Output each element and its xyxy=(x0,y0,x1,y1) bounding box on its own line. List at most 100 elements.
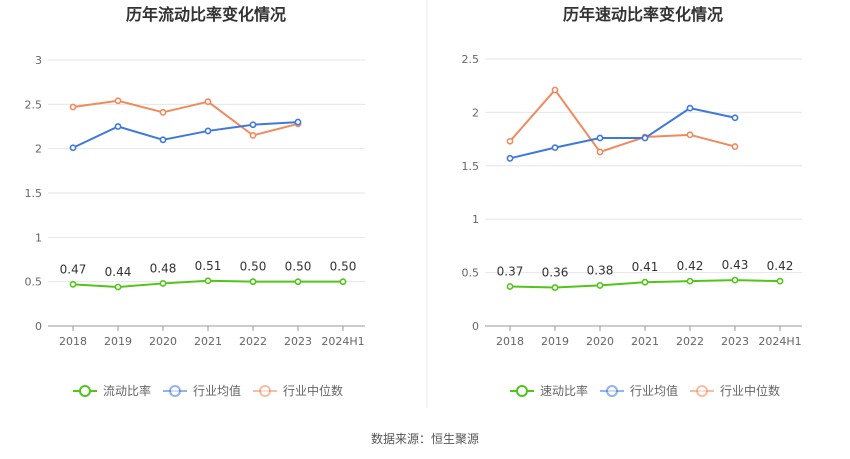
y-tick-label: 1 xyxy=(35,231,42,244)
data-label: 0.36 xyxy=(542,266,569,280)
data-label: 0.47 xyxy=(60,262,87,276)
legend-swatch-marker xyxy=(259,385,271,397)
x-tick-label: 2021 xyxy=(194,335,222,348)
data-point-industry_median xyxy=(686,131,694,139)
legend-swatch-marker xyxy=(79,385,91,397)
y-tick-label: 3 xyxy=(35,54,42,67)
legend-label: 行业中位数 xyxy=(720,383,780,398)
data-point-industry_avg xyxy=(551,144,559,152)
y-tick-label: 0 xyxy=(472,320,479,333)
data-point-industry_median xyxy=(551,86,559,94)
x-tick-label: 2019 xyxy=(104,335,132,348)
data-point-company xyxy=(249,278,257,286)
data-label: 0.51 xyxy=(195,259,222,273)
data-point-company xyxy=(159,280,167,287)
y-tick-label: 0 xyxy=(35,320,42,333)
data-label: 0.50 xyxy=(285,260,312,274)
legend-label: 行业均值 xyxy=(193,383,241,398)
x-tick-label: 2018 xyxy=(59,335,87,348)
series-line-industry_avg xyxy=(509,107,736,160)
y-tick-label: 0.5 xyxy=(462,267,480,280)
data-label: 0.48 xyxy=(150,261,177,275)
data-point-industry_avg xyxy=(114,123,122,130)
data-point-industry_avg xyxy=(506,154,514,162)
legend-swatch-marker xyxy=(696,385,708,397)
x-tick-label: 2022 xyxy=(239,335,267,348)
legend-swatch-marker xyxy=(169,385,181,397)
data-label: 0.37 xyxy=(497,264,524,278)
data-label: 0.38 xyxy=(587,263,614,277)
y-tick-label: 0.5 xyxy=(25,276,43,289)
x-tick-label: 2020 xyxy=(149,335,177,348)
y-tick-label: 2 xyxy=(472,106,479,119)
data-label: 0.50 xyxy=(240,260,267,274)
legend-item-industry_avg: 行业均值 xyxy=(163,383,241,398)
legend-label: 流动比率 xyxy=(103,383,151,398)
data-point-industry_avg xyxy=(641,134,649,142)
data-point-company xyxy=(339,278,347,286)
data-point-company xyxy=(114,283,122,291)
data-point-company xyxy=(551,284,559,291)
legend-item-industry_avg: 行业均值 xyxy=(600,383,678,398)
y-tick-label: 1.5 xyxy=(25,187,43,200)
legend-item-industry_median: 行业中位数 xyxy=(690,383,780,398)
data-point-industry_median xyxy=(69,103,77,111)
y-tick-label: 2 xyxy=(35,143,42,156)
legend-item-company: 速动比率 xyxy=(510,383,588,398)
x-tick-label: 2023 xyxy=(721,335,749,348)
legend-item-company: 流动比率 xyxy=(73,383,151,398)
data-point-industry_median xyxy=(596,148,604,156)
data-label: 0.41 xyxy=(632,260,659,274)
chart-title: 历年速动比率变化情况 xyxy=(563,5,723,24)
y-tick-label: 1 xyxy=(472,213,479,226)
x-tick-label: 2019 xyxy=(541,335,569,348)
y-tick-label: 1.5 xyxy=(462,160,480,173)
data-point-industry_median xyxy=(114,97,122,105)
legend-label: 行业均值 xyxy=(630,383,678,398)
data-point-company xyxy=(641,278,649,286)
chart-title: 历年流动比率变化情况 xyxy=(126,5,286,24)
data-source-note: 数据来源：恒生聚源 xyxy=(371,431,479,446)
data-point-company xyxy=(731,276,739,284)
legend-label: 速动比率 xyxy=(540,383,588,398)
y-tick-label: 2.5 xyxy=(25,98,43,111)
data-point-industry_avg xyxy=(159,136,167,144)
data-point-industry_median xyxy=(159,108,167,116)
data-point-industry_avg xyxy=(69,144,77,152)
data-label: 0.42 xyxy=(677,259,704,273)
data-label: 0.50 xyxy=(330,260,357,274)
data-point-company xyxy=(686,277,694,285)
data-point-company xyxy=(204,277,212,285)
legend-item-industry_median: 行业中位数 xyxy=(253,383,343,398)
series-line-industry_avg xyxy=(72,121,299,149)
data-point-industry_avg xyxy=(294,118,302,126)
x-tick-label: 2023 xyxy=(284,335,312,348)
data-point-company xyxy=(69,280,77,288)
data-point-company xyxy=(506,283,514,290)
data-point-industry_median xyxy=(731,143,739,150)
x-tick-label: 2020 xyxy=(586,335,614,348)
data-point-industry_avg xyxy=(204,127,212,135)
x-tick-label: 2021 xyxy=(631,335,659,348)
data-point-industry_median xyxy=(204,98,212,106)
legend-swatch-marker xyxy=(606,385,618,397)
legend-label: 行业中位数 xyxy=(283,383,343,398)
x-tick-label: 2022 xyxy=(676,335,704,348)
series-line-industry_median xyxy=(509,88,736,153)
data-label: 0.42 xyxy=(767,259,794,273)
legend-swatch-marker xyxy=(516,385,528,397)
data-point-company xyxy=(596,282,604,289)
data-point-industry_avg xyxy=(731,114,739,122)
series-line-industry_median xyxy=(72,99,299,137)
x-tick-label: 2024H1 xyxy=(321,335,364,348)
data-point-industry_avg xyxy=(249,121,257,129)
data-point-industry_avg xyxy=(686,104,694,112)
x-tick-label: 2024H1 xyxy=(758,335,801,348)
data-point-industry_median xyxy=(249,131,257,139)
quick-ratio-chart: 历年速动比率变化情况 0 0.5 1 1.5 2 2.5 2018 2019 2020 2021 20… xyxy=(462,5,802,398)
data-label: 0.44 xyxy=(105,265,132,279)
data-point-company xyxy=(294,278,302,286)
data-point-company xyxy=(776,277,784,285)
